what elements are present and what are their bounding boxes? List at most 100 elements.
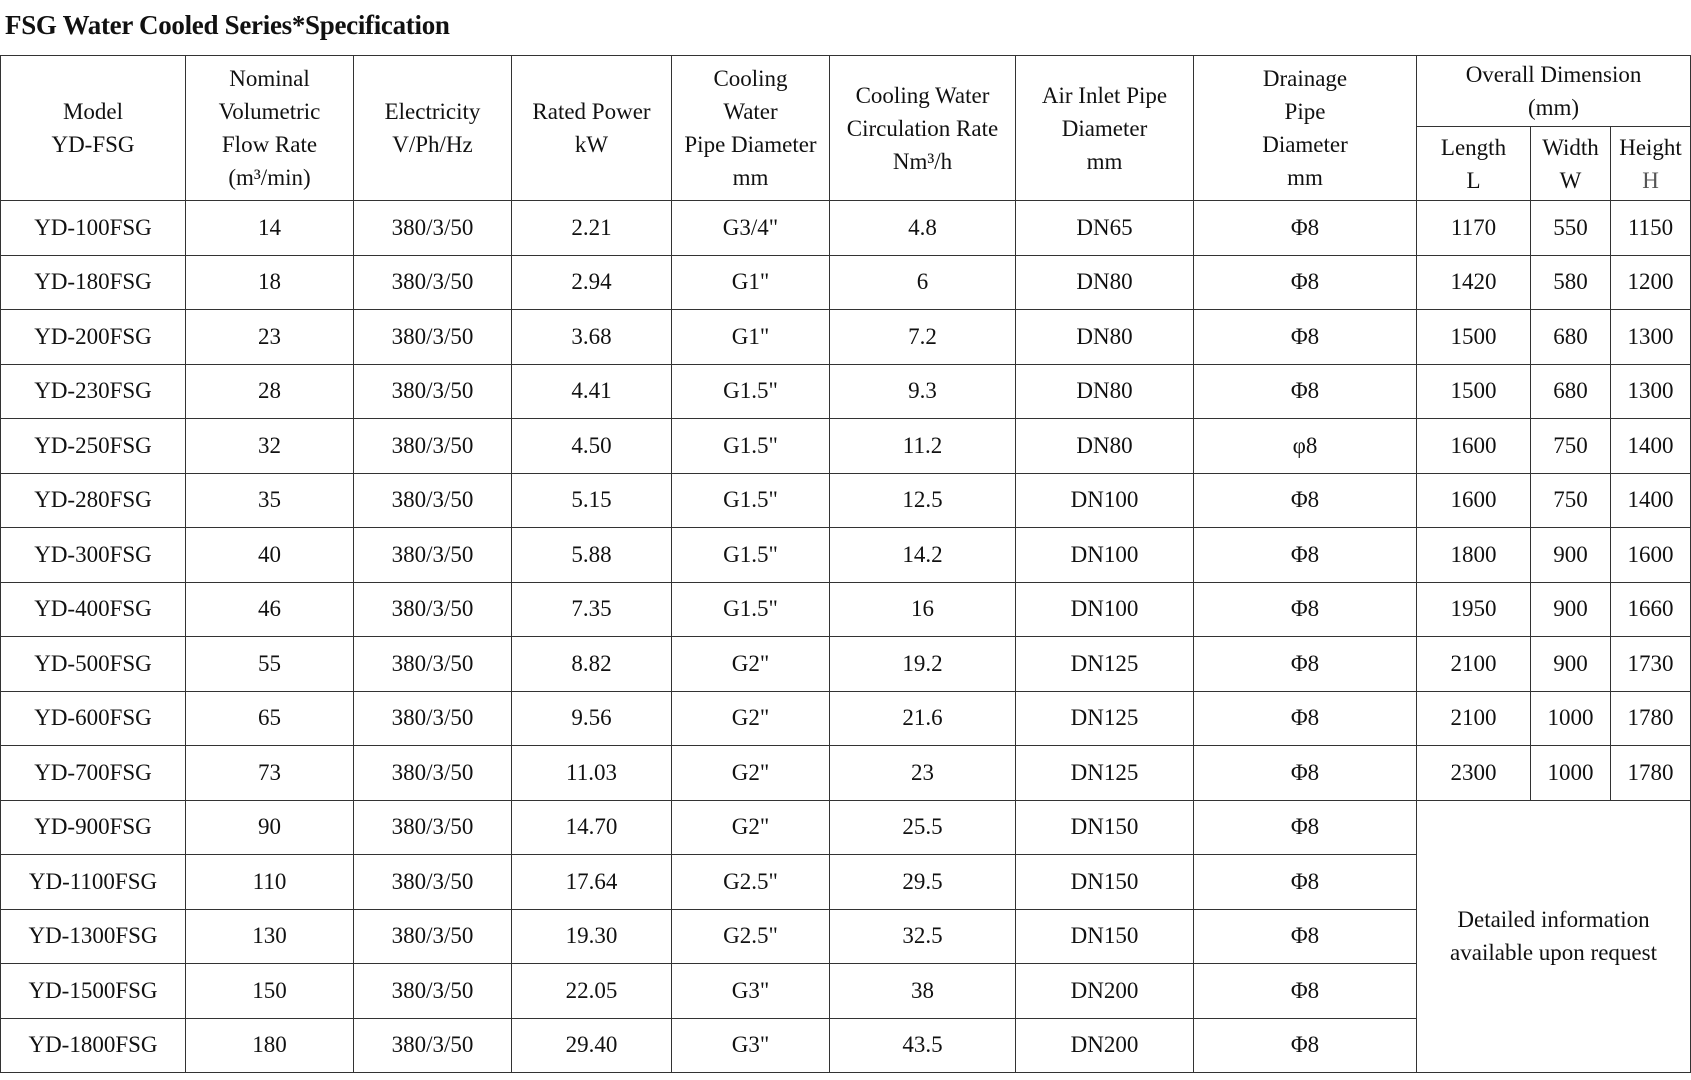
cell-model: YD-1500FSG <box>0 963 186 1019</box>
header-line: Circulation Rate <box>846 115 999 141</box>
table-row: YD-180FSG 18 380/3/50 2.94 G1" 6 DN80 Φ8 1420 580… <box>0 254 1691 310</box>
cell-cooling-pipe: G3/4" <box>671 200 830 256</box>
cell-height: 1150 <box>1609 200 1691 256</box>
header-line: Nm³/h <box>892 148 953 174</box>
cell-electricity: 380/3/50 <box>353 1017 512 1073</box>
table-row: YD-200FSG 23 380/3/50 3.68 G1" 7.2 DN80 Φ8 1500 6… <box>0 309 1691 365</box>
cell-rated-power: 7.35 <box>511 581 672 637</box>
table-row: YD-280FSG 35 380/3/50 5.15 G1.5" 12.5 DN100 Φ8 1… <box>0 472 1691 528</box>
cell-rated-power: 11.03 <box>511 745 672 801</box>
cell-rated-power: 2.94 <box>511 254 672 310</box>
header-line: Rated Power <box>532 99 651 124</box>
cell-electricity: 380/3/50 <box>353 363 512 419</box>
cell-width: 1000 <box>1530 690 1611 746</box>
cell-model: YD-700FSG <box>0 745 186 801</box>
cell-height: 1660 <box>1609 581 1691 637</box>
cell-drainage: Φ8 <box>1193 636 1417 692</box>
cell-cooling-pipe: G3" <box>671 1017 830 1073</box>
header-line: Pipe Diameter <box>684 132 817 157</box>
cell-electricity: 380/3/50 <box>353 581 512 637</box>
cell-cooling-pipe: G1.5" <box>671 527 830 583</box>
detailed-info-note: Detailed information available upon reque… <box>1415 799 1691 1073</box>
cell-electricity: 380/3/50 <box>353 472 512 528</box>
cell-electricity: 380/3/50 <box>353 200 512 256</box>
cell-model: YD-1800FSG <box>0 1017 186 1073</box>
header-line: Pipe <box>1284 99 1326 124</box>
cell-circulation-rate: 43.5 <box>829 1017 1016 1073</box>
header-line: Width <box>1542 134 1599 160</box>
cell-length: 1170 <box>1416 200 1531 256</box>
cell-electricity: 380/3/50 <box>353 418 512 474</box>
table-row: YD-1500FSG 150 380/3/50 22.05 G3" 38 DN200 Φ8 <box>0 963 1691 1019</box>
header-overall-dimension: Overall Dimension (mm) <box>1415 55 1691 127</box>
header-line: Air Inlet Pipe <box>1041 82 1168 108</box>
cell-length: 2100 <box>1416 690 1531 746</box>
cell-circulation-rate: 12.5 <box>829 472 1016 528</box>
cell-cooling-pipe: G2.5" <box>671 908 830 964</box>
cell-air-inlet: DN150 <box>1015 799 1194 855</box>
cell-electricity: 380/3/50 <box>353 745 512 801</box>
cell-electricity: 380/3/50 <box>353 799 512 855</box>
header-line: Flow Rate <box>221 132 318 157</box>
cell-flow-rate: 110 <box>185 854 354 910</box>
table-row: YD-300FSG 40 380/3/50 5.88 G1.5" 14.2 DN100 Φ8 1… <box>0 527 1691 583</box>
cell-model: YD-180FSG <box>0 254 186 310</box>
cell-electricity: 380/3/50 <box>353 254 512 310</box>
cell-model: YD-400FSG <box>0 581 186 637</box>
specification-table: Model YD-FSG Nominal Volumetric Flow Rate (m… <box>0 55 1691 1073</box>
cell-flow-rate: 55 <box>185 636 354 692</box>
cell-cooling-pipe: G2" <box>671 745 830 801</box>
cell-height: 1600 <box>1609 527 1691 583</box>
header-line: mm <box>1086 148 1123 174</box>
cell-flow-rate: 73 <box>185 745 354 801</box>
cell-width: 750 <box>1530 472 1611 528</box>
cell-flow-rate: 23 <box>185 309 354 365</box>
note-line: available upon request <box>1450 940 1657 966</box>
cell-air-inlet: DN80 <box>1015 418 1194 474</box>
cell-air-inlet: DN100 <box>1015 527 1194 583</box>
cell-drainage: Φ8 <box>1193 908 1417 964</box>
cell-length: 1800 <box>1416 527 1531 583</box>
cell-height: 1300 <box>1609 309 1691 365</box>
cell-rated-power: 3.68 <box>511 309 672 365</box>
cell-electricity: 380/3/50 <box>353 527 512 583</box>
cell-air-inlet: DN65 <box>1015 200 1194 256</box>
header-flow-rate: Nominal Volumetric Flow Rate (m³/min) <box>185 55 354 201</box>
cell-drainage: Φ8 <box>1193 1017 1417 1073</box>
cell-height: 1780 <box>1609 745 1691 801</box>
cell-flow-rate: 28 <box>185 363 354 419</box>
cell-air-inlet: DN80 <box>1015 254 1194 310</box>
cell-cooling-pipe: G3" <box>671 963 830 1019</box>
header-line: mm <box>732 165 769 190</box>
header-line: Drainage <box>1262 66 1348 91</box>
header-circulation-rate: Cooling Water Circulation Rate Nm³/h <box>829 55 1016 201</box>
cell-rated-power: 17.64 <box>511 854 672 910</box>
header-line: YD-FSG <box>51 132 135 157</box>
cell-circulation-rate: 11.2 <box>829 418 1016 474</box>
cell-circulation-rate: 6 <box>829 254 1016 310</box>
cell-circulation-rate: 38 <box>829 963 1016 1019</box>
cell-flow-rate: 14 <box>185 200 354 256</box>
note-line: Detailed information <box>1457 907 1650 933</box>
cell-drainage: Φ8 <box>1193 254 1417 310</box>
header-line: V/Ph/Hz <box>392 132 473 157</box>
cell-height: 1200 <box>1609 254 1691 310</box>
cell-width: 1000 <box>1530 745 1611 801</box>
cell-rated-power: 29.40 <box>511 1017 672 1073</box>
cell-width: 750 <box>1530 418 1611 474</box>
table-row: YD-1800FSG 180 380/3/50 29.40 G3" 43.5 DN200 Φ8 <box>0 1017 1691 1073</box>
table-row: YD-400FSG 46 380/3/50 7.35 G1.5" 16 DN100 Φ8 195… <box>0 581 1691 637</box>
cell-circulation-rate: 7.2 <box>829 309 1016 365</box>
cell-length: 1950 <box>1416 581 1531 637</box>
header-line: (m³/min) <box>228 165 311 190</box>
cell-air-inlet: DN200 <box>1015 963 1194 1019</box>
cell-width: 900 <box>1530 581 1611 637</box>
table-row: YD-900FSG 90 380/3/50 14.70 G2" 25.5 DN150 Φ8 De… <box>0 799 1691 1073</box>
cell-circulation-rate: 19.2 <box>829 636 1016 692</box>
header-cooling-water-pipe: Cooling Water Pipe Diameter mm <box>671 55 830 201</box>
cell-drainage: Φ8 <box>1193 963 1417 1019</box>
cell-cooling-pipe: G1" <box>671 309 830 365</box>
cell-height: 1780 <box>1609 690 1691 746</box>
header-line: Cooling <box>713 66 788 91</box>
page-title: FSG Water Cooled Series*Specification <box>5 10 450 40</box>
